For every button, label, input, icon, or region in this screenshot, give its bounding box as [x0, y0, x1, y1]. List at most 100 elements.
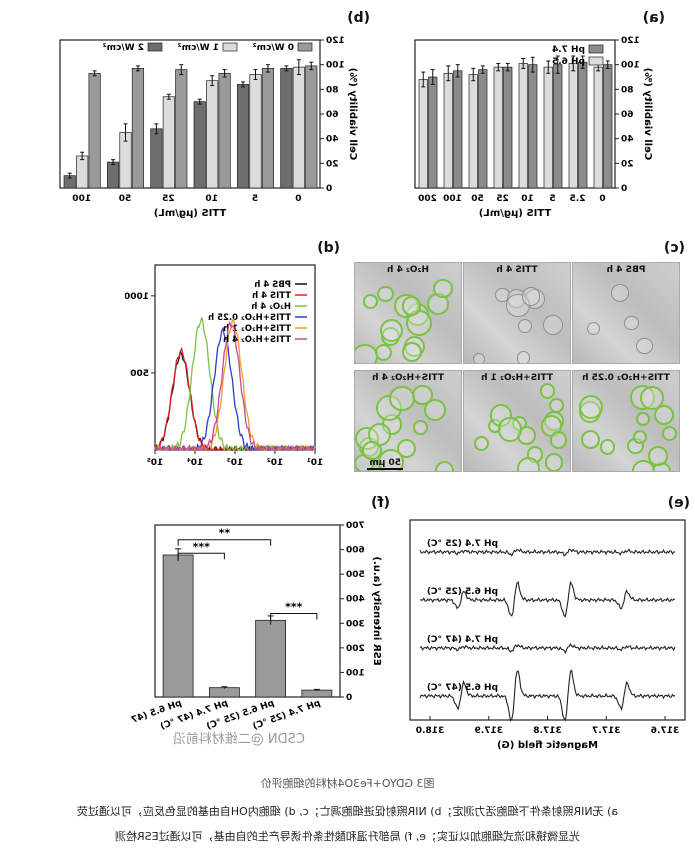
micrograph-image: TTIS+H₂O₂ 4 h — [354, 370, 462, 472]
y-tick-label: 600 — [346, 546, 365, 556]
legend-swatch — [588, 44, 604, 54]
y-tick-label: 60 — [621, 110, 634, 120]
x-tick-label: 100 — [72, 194, 91, 204]
micrograph-caption: PBS 4 h — [606, 265, 646, 275]
histogram-series — [155, 326, 316, 452]
legend-label: TTIS+H₂O₂ 1 h — [223, 324, 291, 334]
micrograph-image: TTIS+H₂O₂ 1 h — [463, 370, 571, 472]
bar — [88, 72, 101, 189]
micrograph-caption: TTIS+H₂O₂ 1 h — [481, 373, 553, 383]
bar — [150, 128, 163, 189]
cell-outline — [636, 337, 654, 355]
bar — [206, 80, 219, 189]
y-tick-label: 120 — [621, 36, 640, 46]
y-tick-label: 60 — [326, 110, 339, 120]
y-tick-label: 300 — [346, 619, 365, 629]
significance-marker: ** — [218, 527, 230, 540]
watermark: CSDN @二维材料前沿 — [172, 732, 305, 747]
micrograph-caption: TTIS+H₂O₂ 0.25 h — [582, 373, 670, 383]
figure-caption-line-2: 光显微镜和流式细胞加以证实；e, f) 局部升温和酸性条件诱导产生的自由基，可以… — [115, 830, 580, 843]
bar — [261, 68, 275, 189]
esr-trace-label: pH 7.4 (47 °C) — [427, 635, 498, 645]
histogram-series — [154, 320, 316, 452]
bar — [175, 69, 188, 189]
x-tick-label: 10 — [205, 194, 218, 204]
esr-trace — [419, 642, 676, 655]
bar — [76, 155, 89, 189]
legend-swatch — [297, 42, 313, 52]
x-tick-label: 50 — [471, 194, 484, 204]
x-tick-label: 0 — [295, 194, 301, 204]
y-tick-label: 20 — [621, 159, 634, 169]
bar — [593, 66, 603, 189]
x-tick-label: 317.6 — [651, 726, 679, 736]
legend-label: 0 W/cm² — [253, 43, 294, 53]
x-tick-label: 317.7 — [592, 726, 620, 736]
histogram-series — [154, 346, 316, 451]
cell-outline — [516, 457, 540, 472]
figure-caption-title: 图3 GDYO+Fe3O4材料的细胞评价 — [260, 777, 435, 790]
cell-outline — [548, 397, 564, 413]
chart-f: 0 100 200 300 400 500 600 700 ESR intensity (a.u… — [113, 521, 382, 732]
y-tick-label: 500 — [346, 570, 365, 580]
esr-trace — [419, 547, 676, 557]
bar — [553, 64, 563, 189]
cell-outline — [610, 284, 629, 303]
x-axis-label: Magnetic field (G) — [497, 740, 598, 751]
panel-f: (f) 0 100 200 300 400 500 600 700 ESR intensity … — [113, 495, 390, 757]
panel-c-label: (c) — [663, 240, 685, 256]
x-tick-label: 100 — [443, 194, 462, 204]
bar — [280, 68, 293, 189]
panel-e-label: (e) — [667, 495, 690, 511]
x-tick-label: 10³ — [227, 458, 244, 468]
cell-outline — [473, 435, 490, 452]
legend-label: pH 7.4 — [552, 45, 585, 55]
bar — [208, 687, 240, 698]
bar — [518, 63, 528, 189]
significance-bracket — [270, 612, 318, 620]
esr-trace-label: pH 6.5 (25 °C) — [427, 587, 498, 597]
cell-outline — [362, 294, 378, 310]
x-tick-label: 25 — [496, 194, 509, 204]
y-tick-label: 100 — [621, 61, 640, 71]
x-tick-label: 200 — [418, 194, 437, 204]
cell-outline — [549, 431, 568, 449]
y-tick-label: 100 — [346, 668, 365, 678]
cell-outline — [539, 383, 556, 399]
plot-frame — [154, 524, 341, 698]
cell-outline — [632, 429, 647, 444]
y-tick-label: 500 — [130, 369, 149, 379]
micrograph-image: TTIS+H₂O₂ 0.25 h — [572, 370, 680, 472]
y-axis-label: ESR intensity (a.u.) — [371, 556, 382, 665]
significance-marker: *** — [285, 600, 303, 613]
panel-d: (d) 10¹10²10³10⁴10⁵5001000CountPBS 4 hTT… — [114, 240, 340, 485]
y-tick-label: 20 — [326, 159, 339, 169]
cell-outline — [543, 314, 564, 335]
esr-trace — [420, 580, 676, 618]
cell-outline — [402, 296, 422, 316]
y-tick-label: 40 — [621, 135, 634, 145]
x-tick-label: 10 — [521, 194, 534, 204]
cell-outline — [401, 342, 422, 362]
panel-a: (a) 0 20 40 60 80 100 120 0 2.5 5 10 25 50 100 200 TTIS… — [400, 10, 665, 240]
scale-bar-label: 50 μm — [367, 458, 403, 470]
cell-outline — [497, 416, 523, 442]
legend-label: TTIS 4 h — [252, 291, 291, 301]
cell-outline — [648, 446, 668, 467]
panel-c: (c) PBS 4 h TTIS 4 h H₂O₂ 4 h TTIS+H₂O₂ 0.2… — [345, 240, 685, 485]
bar — [301, 689, 333, 698]
bar — [106, 161, 120, 189]
panel-a-label: (a) — [642, 10, 665, 26]
cell-outline — [662, 425, 678, 441]
bar — [493, 66, 503, 189]
cell-outline — [472, 352, 486, 364]
x-tick-label: 10¹ — [307, 458, 324, 468]
cell-outline — [586, 322, 600, 336]
legend-label: 2 W/cm² — [103, 43, 144, 53]
bar — [193, 101, 206, 189]
y-tick-label: 400 — [346, 595, 365, 605]
x-axis-label: TTIS (μg/mL) — [154, 208, 226, 219]
legend-swatch — [147, 42, 163, 52]
